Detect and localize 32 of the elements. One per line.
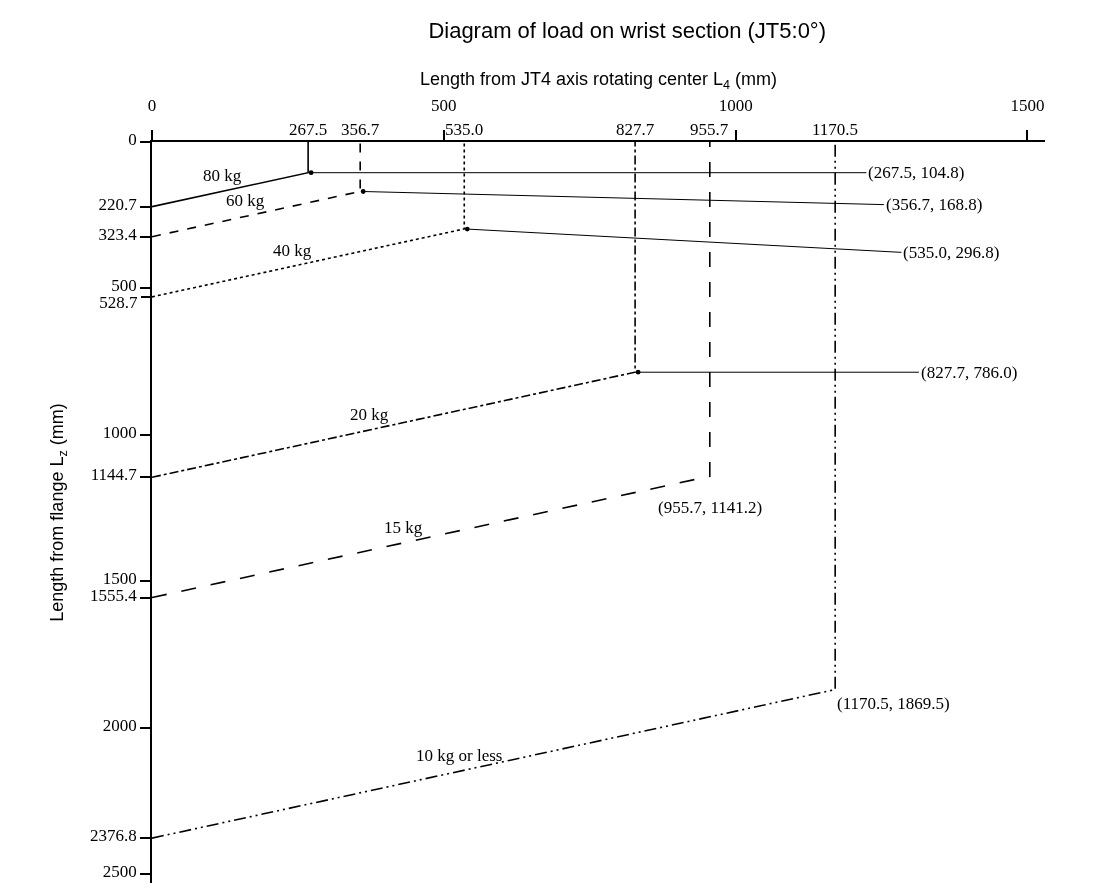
series-label: 10 kg or less xyxy=(416,746,503,765)
series-label: 60 kg xyxy=(226,191,265,210)
annotation: 955.7 xyxy=(690,120,729,139)
annotation: 1170.5 xyxy=(812,120,859,139)
x-tick-label: 1000 xyxy=(718,96,753,116)
series-label: 20 kg xyxy=(350,405,389,424)
series-label: 80 kg xyxy=(203,166,242,185)
chart-title: Diagram of load on wrist section (JT5:0°) xyxy=(428,17,827,43)
annotation: (535.0, 296.8) xyxy=(903,243,1000,262)
annotation: 535.0 xyxy=(445,120,484,139)
x-tick-label: 0 xyxy=(147,96,157,116)
series-label: 40 kg xyxy=(273,241,312,260)
y-tick-label: 1000 xyxy=(102,422,137,442)
y-tick-label: 220.7 xyxy=(98,194,138,214)
y-tick-label: 323.4 xyxy=(98,224,138,244)
annotation: (356.7, 168.8) xyxy=(886,195,983,214)
x-axis-title: Length from JT4 axis rotating center L$_{4}$ (mm) xyxy=(419,69,778,92)
y-tick-label: 0 xyxy=(128,129,137,149)
y-tick-label: 2500 xyxy=(102,862,137,882)
annotation: (1170.5, 1869.5) xyxy=(837,694,950,713)
y-tick-label: 2000 xyxy=(102,715,137,735)
y-tick-label: 2376.8 xyxy=(90,826,137,846)
annotation: (827.7, 786.0) xyxy=(921,363,1018,382)
annotation: 827.7 xyxy=(616,120,655,139)
x-tick-label: 500 xyxy=(431,96,457,116)
x-tick-label: 1500 xyxy=(1010,96,1045,116)
annotation: (267.5, 104.8) xyxy=(868,163,965,182)
series-label: 15 kg xyxy=(384,518,423,537)
annotation: (955.7, 1141.2) xyxy=(658,498,763,517)
y-tick-label: 1144.7 xyxy=(90,465,138,485)
annotation: 267.5 xyxy=(289,120,328,139)
annotation: 356.7 xyxy=(341,120,380,139)
